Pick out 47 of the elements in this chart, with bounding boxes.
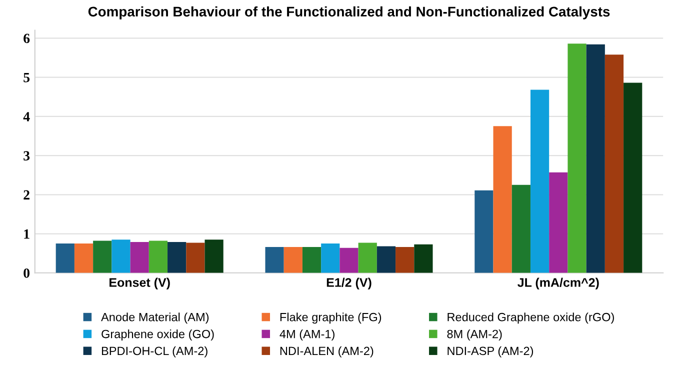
legend-label: Graphene oxide (GO) (102, 330, 214, 341)
legend-label: 8M (AM-2) (447, 330, 502, 341)
bar (74, 244, 94, 273)
bar (302, 247, 322, 273)
y-tick-label: 3 (24, 151, 30, 160)
y-tick-label: 4 (23, 112, 30, 122)
bar (549, 172, 568, 273)
legend-label: 4M (AM-1) (280, 330, 334, 341)
y-tick-label: 0 (24, 268, 30, 278)
bar (624, 82, 642, 273)
legend-label: Reduced Graphene oxide (rGO) (448, 312, 614, 324)
bar (284, 247, 302, 273)
legend-label: NDI-ALEN (AM-2) (280, 346, 374, 358)
bar (604, 54, 624, 273)
bar (358, 242, 377, 273)
x-tick-label: E1/2 (V) (326, 278, 372, 290)
y-tick-label: 5 (24, 72, 30, 82)
y-tick-label: 2 (24, 190, 30, 200)
bar (321, 244, 340, 273)
legend-label: NDI-ASP (AM-2) (448, 346, 534, 358)
bar (376, 246, 396, 273)
bar (186, 242, 205, 273)
bar (168, 242, 186, 273)
bar (340, 248, 358, 273)
bar (474, 190, 494, 273)
bar (396, 247, 414, 273)
bar (112, 240, 130, 273)
bar (512, 184, 530, 273)
chart-title: Comparison Behaviour of the Functionalized and Non-Functionalized Catalysts (88, 6, 610, 20)
bar (586, 44, 605, 273)
bar (56, 244, 74, 273)
bar (530, 90, 550, 273)
bar (93, 240, 112, 273)
bar (414, 244, 433, 273)
x-tick-label: JL (mA/cm^2) (518, 278, 599, 290)
bar (568, 44, 586, 273)
bar (130, 242, 149, 273)
legend-label: BPDI-OH-CL (AM-2) (102, 346, 208, 358)
legend-label: Anode Material (AM) (101, 312, 209, 324)
bar (148, 240, 168, 273)
y-tick-label: 1 (24, 229, 30, 239)
y-tick-label: 6 (24, 34, 30, 44)
bar (204, 240, 224, 273)
x-tick-label: Eonset (V) (110, 278, 170, 290)
bar (493, 126, 512, 273)
bar (265, 247, 284, 273)
legend-label: Flake graphite (FG) (280, 312, 382, 324)
